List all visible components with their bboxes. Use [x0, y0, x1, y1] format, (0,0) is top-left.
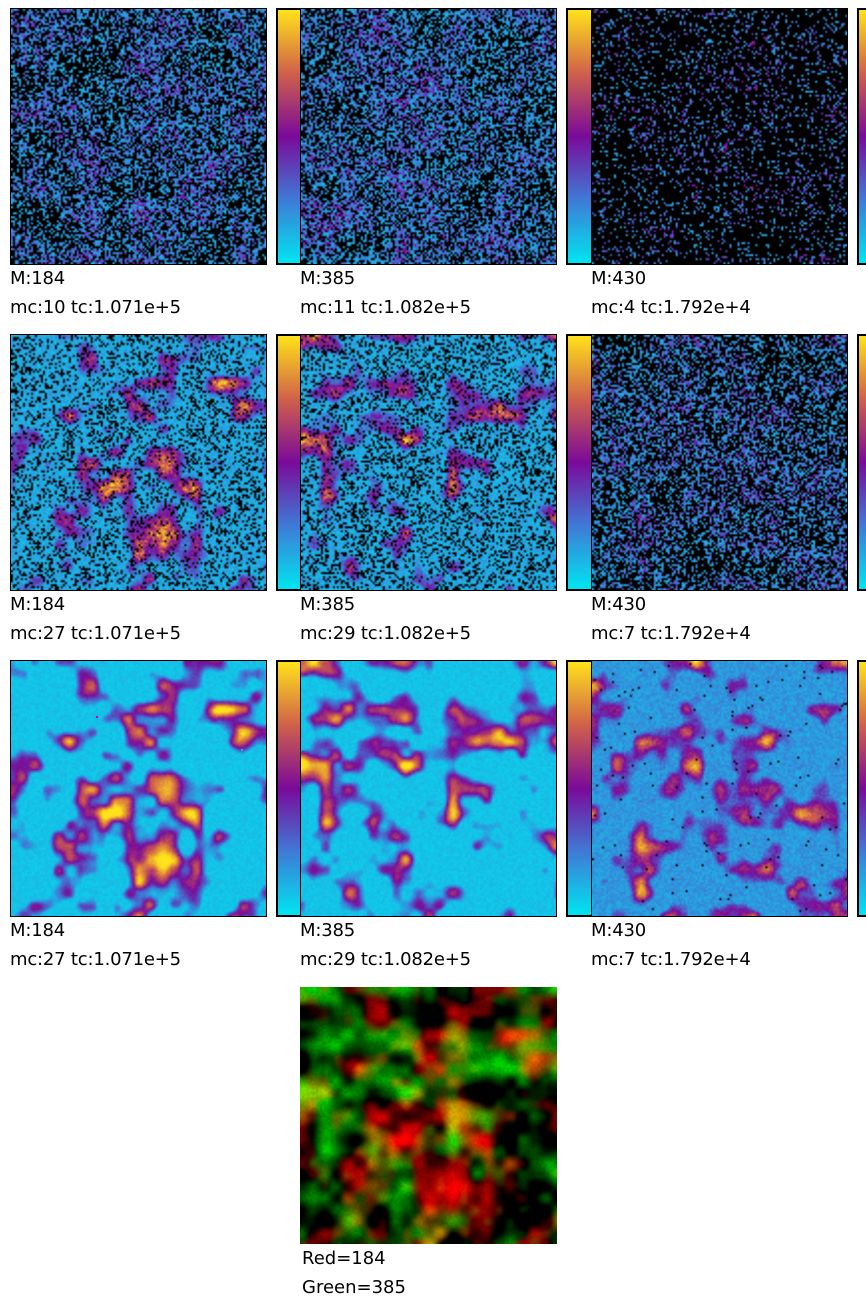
mass-label: M:184 [10, 268, 65, 289]
colorbar [566, 660, 594, 917]
stats-label: mc:27 tc:1.071e+5 [10, 949, 181, 970]
stats-label: mc:29 tc:1.082e+5 [300, 623, 471, 644]
ion-image-map [591, 660, 848, 917]
colorbar [857, 334, 866, 591]
ion-image-map [10, 334, 267, 591]
artifact-dot [813, 680, 815, 682]
stats-label: mc:10 tc:1.071e+5 [10, 297, 181, 318]
ion-image-map [300, 8, 557, 265]
ion-image-map [10, 660, 267, 917]
colorbar [276, 8, 304, 265]
artifact-dot [96, 716, 98, 718]
ion-image-map [10, 8, 267, 265]
stats-label: mc:7 tc:1.792e+4 [591, 623, 751, 644]
ion-image-map [300, 334, 557, 591]
ion-image-map [300, 660, 557, 917]
mass-label: M:184 [10, 920, 65, 941]
ion-image-map [591, 334, 848, 591]
stats-label: mc:29 tc:1.082e+5 [300, 949, 471, 970]
colorbar [566, 8, 594, 265]
stats-label: mc:27 tc:1.071e+5 [10, 623, 181, 644]
mass-label: M:184 [10, 594, 65, 615]
red-channel-label: Red=184 [302, 1248, 386, 1269]
colorbar [857, 660, 866, 917]
mass-label: M:430 [591, 268, 646, 289]
red-green-overlay-image [300, 987, 557, 1244]
green-channel-label: Green=385 [302, 1277, 406, 1298]
stats-label: mc:4 tc:1.792e+4 [591, 297, 751, 318]
mass-label: M:430 [591, 594, 646, 615]
mass-label: M:385 [300, 594, 355, 615]
mass-label: M:430 [591, 920, 646, 941]
stats-label: mc:11 tc:1.082e+5 [300, 297, 471, 318]
colorbar [566, 334, 594, 591]
artifact-dot [241, 749, 243, 751]
mass-label: M:385 [300, 920, 355, 941]
colorbar [857, 8, 866, 265]
stats-label: mc:7 tc:1.792e+4 [591, 949, 751, 970]
ion-image-map [591, 8, 848, 265]
mass-label: M:385 [300, 268, 355, 289]
